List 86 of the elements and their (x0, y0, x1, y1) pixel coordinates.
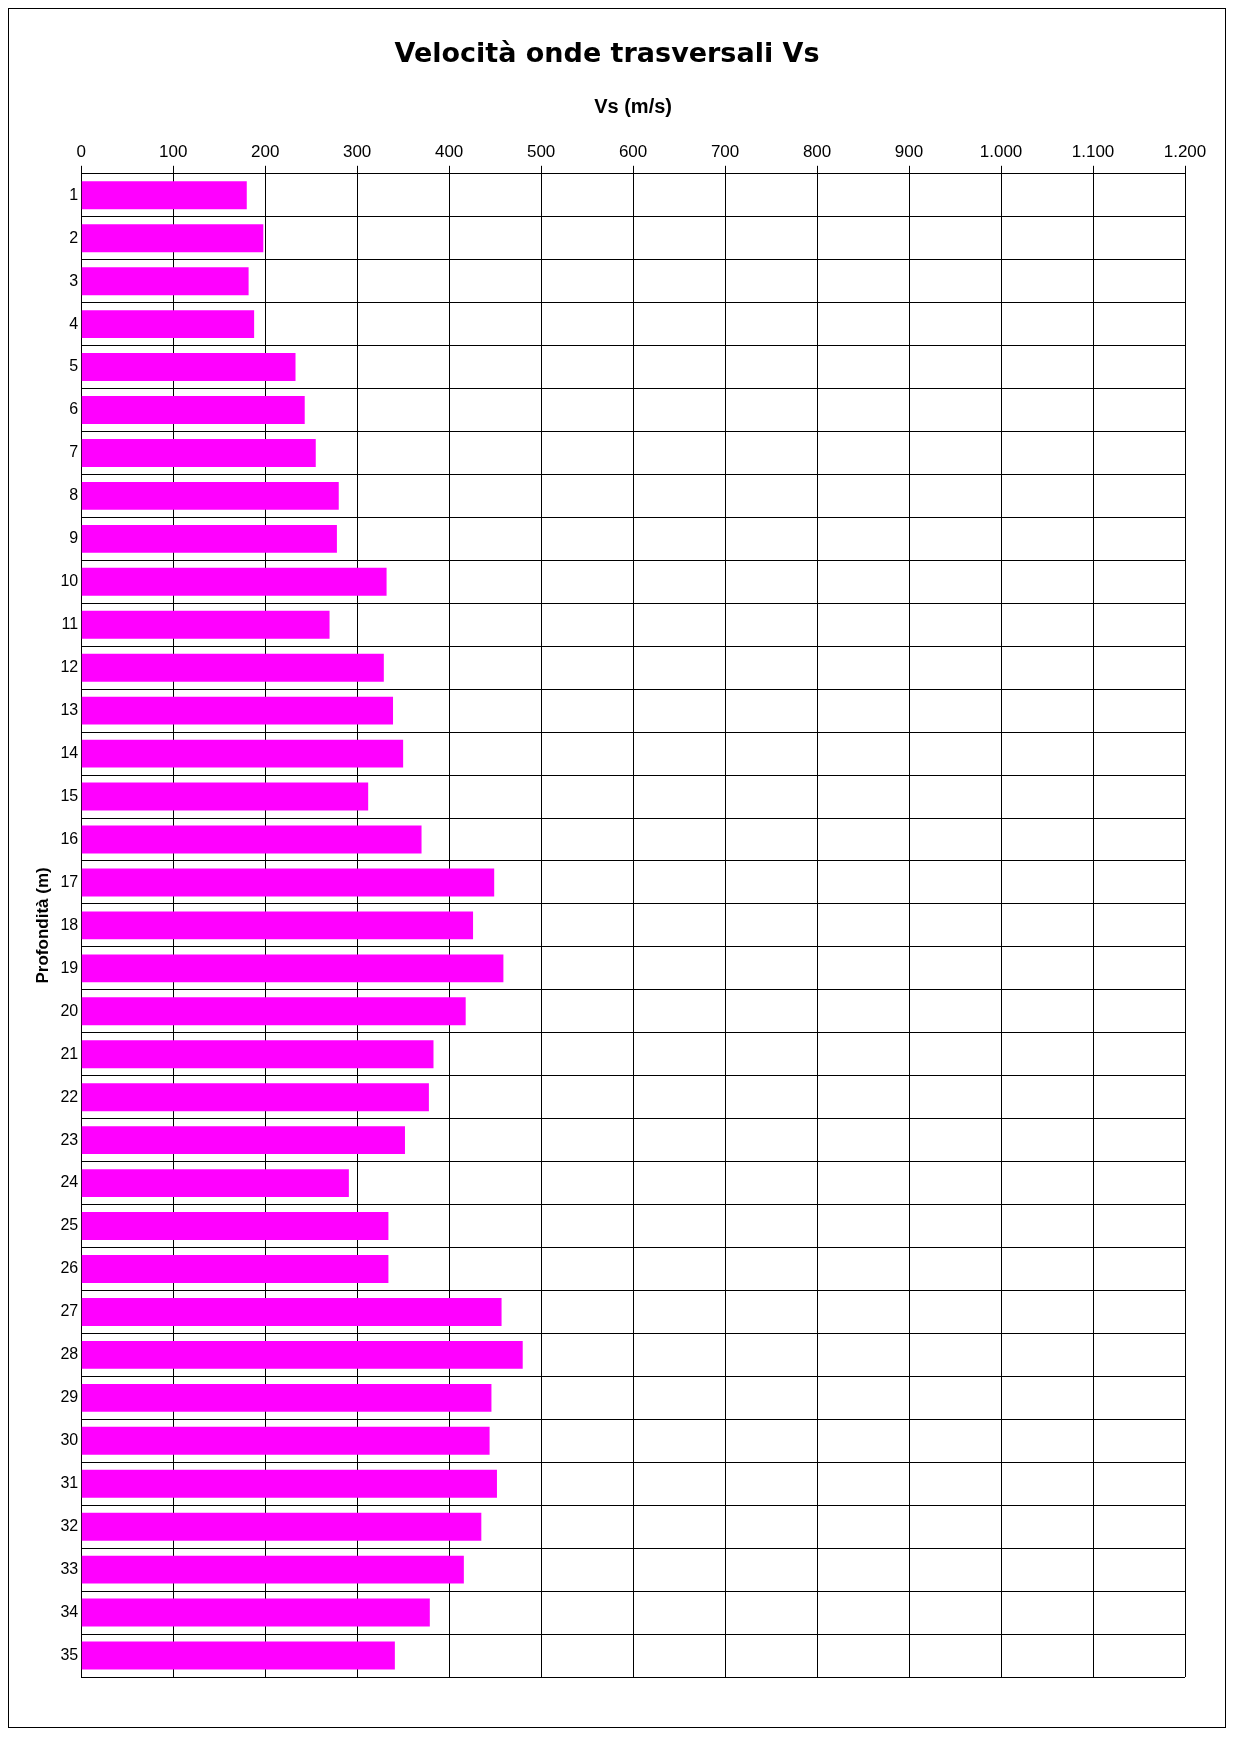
y-tick-label: 5 (69, 357, 79, 375)
y-tick-label: 17 (60, 872, 79, 890)
bar (81, 1598, 430, 1627)
y-tick-label: 1 (69, 185, 79, 203)
bar (81, 1297, 502, 1326)
y-tick-label: 10 (60, 572, 79, 590)
y-tick-label: 31 (60, 1474, 79, 1492)
y-tick-label: 6 (69, 400, 79, 418)
bar (81, 1169, 349, 1198)
y-tick-label: 20 (60, 1001, 79, 1019)
bar (81, 1426, 490, 1455)
bar (81, 739, 404, 768)
y-tick-label: 24 (60, 1173, 79, 1191)
x-tick-label: 500 (526, 142, 556, 162)
y-tick-label: 4 (69, 314, 79, 332)
bar (81, 439, 316, 467)
bar (81, 1555, 464, 1584)
y-tick-label: 11 (61, 615, 79, 633)
bar (81, 825, 422, 854)
bar (81, 1040, 434, 1069)
bar (81, 911, 474, 940)
y-tick-label: 12 (60, 658, 79, 676)
y-tick-label: 34 (60, 1602, 79, 1620)
y-tick-label: 21 (60, 1044, 79, 1062)
bar (81, 1255, 389, 1283)
x-tick-label: 900 (894, 142, 924, 162)
bar (81, 481, 339, 510)
bar (81, 696, 394, 725)
x-tick-label: 300 (342, 142, 372, 162)
bar (81, 524, 337, 553)
bar (81, 1340, 523, 1369)
bar (81, 1126, 405, 1155)
bar (81, 1383, 492, 1412)
bar (81, 310, 255, 339)
bar (81, 181, 247, 210)
x-tick-label: 200 (250, 142, 280, 162)
y-tick-label: 15 (60, 786, 79, 804)
y-tick-label: 9 (69, 529, 79, 547)
bar (81, 1212, 389, 1240)
bar (81, 1512, 482, 1541)
bar (81, 653, 384, 682)
y-tick-label: 2 (69, 228, 79, 246)
x-tick-label: 400 (434, 142, 464, 162)
bar (81, 224, 264, 253)
y-tick-label: 23 (60, 1130, 79, 1148)
x-tick-label: 1.100 (1071, 142, 1115, 162)
y-tick-label: 35 (60, 1645, 79, 1663)
x-tick-label: 700 (710, 142, 740, 162)
bar (81, 1083, 429, 1112)
y-tick-label: 13 (60, 701, 79, 719)
y-tick-label: 18 (60, 915, 79, 933)
y-tick-label: 14 (60, 744, 79, 762)
chart-title: Velocità onde trasversali Vs (394, 37, 820, 69)
x-tick-label: 1.000 (979, 142, 1023, 162)
x-tick-label: 800 (802, 142, 832, 162)
bar (81, 868, 495, 897)
y-tick-label: 16 (60, 829, 79, 847)
y-tick-label: 19 (60, 958, 79, 976)
bar (81, 1469, 497, 1498)
y-axis-title: Profondità (m) (32, 867, 52, 984)
bar (81, 1641, 395, 1670)
x-tick-label: 600 (618, 142, 648, 162)
y-tick-label: 8 (69, 486, 79, 504)
y-tick-label: 29 (60, 1388, 79, 1406)
bar (81, 353, 296, 382)
y-tick-label: 7 (69, 443, 79, 461)
y-tick-label: 28 (60, 1345, 79, 1363)
y-tick-label: 27 (60, 1302, 79, 1320)
bar (81, 267, 249, 296)
y-tick-label: 22 (60, 1087, 79, 1105)
bar (81, 396, 305, 424)
bar (81, 954, 504, 983)
y-tick-label: 26 (60, 1259, 79, 1277)
y-tick-label: 3 (69, 271, 79, 289)
y-tick-label: 25 (60, 1216, 79, 1234)
bar (81, 610, 330, 639)
y-tick-label: 32 (60, 1517, 79, 1535)
bar (81, 782, 369, 811)
x-tick-label: 0 (76, 142, 86, 162)
x-axis-title: Vs (m/s) (594, 94, 672, 117)
x-tick-label: 1.200 (1163, 142, 1207, 162)
x-tick-label: 100 (158, 142, 188, 162)
y-tick-label: 30 (60, 1431, 79, 1449)
bar (81, 567, 387, 596)
bar (81, 997, 466, 1026)
y-tick-label: 33 (60, 1560, 79, 1578)
